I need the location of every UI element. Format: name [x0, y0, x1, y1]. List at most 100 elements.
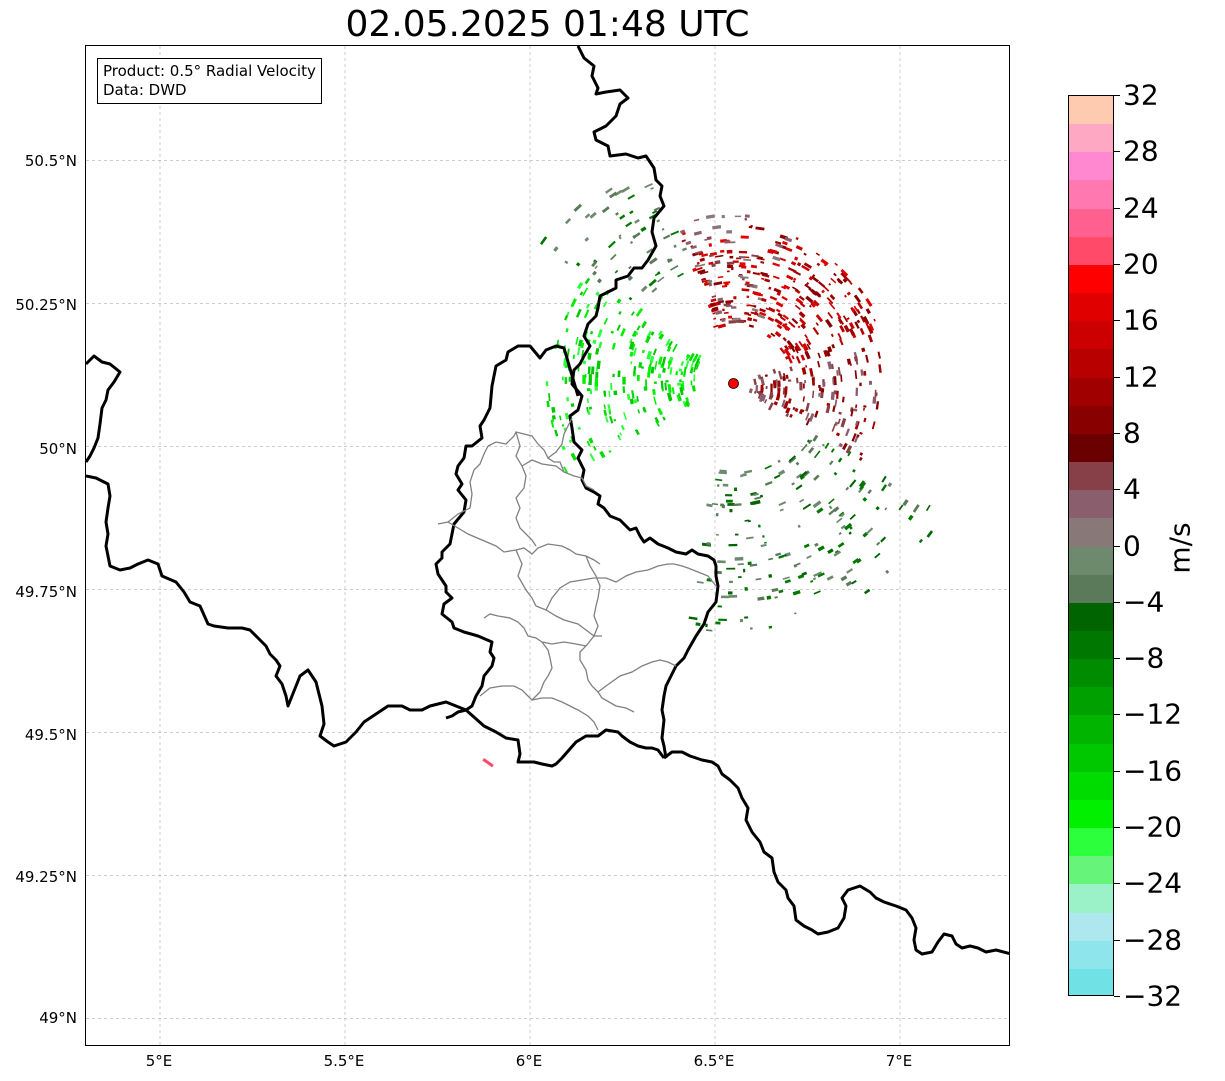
velocity-echo: [636, 396, 639, 402]
velocity-echo: [693, 230, 702, 236]
velocity-echo: [790, 261, 797, 266]
velocity-echo: [858, 480, 865, 488]
velocity-echo: [827, 311, 834, 319]
velocity-echo: [685, 357, 689, 361]
velocity-echo: [633, 366, 637, 374]
velocity-echo: [795, 245, 803, 251]
velocity-echo: [800, 354, 806, 361]
velocity-echo: [926, 530, 934, 538]
velocity-echo: [799, 470, 808, 479]
velocity-echo: [829, 294, 836, 301]
velocity-echo: [760, 271, 769, 277]
colorbar-segment: [1069, 433, 1113, 463]
velocity-echo: [800, 443, 808, 452]
radar-map[interactable]: [85, 45, 1010, 1046]
velocity-echo: [630, 361, 633, 365]
velocity-echo: [698, 263, 706, 267]
velocity-echo: [753, 304, 757, 308]
velocity-echo: [728, 319, 737, 324]
velocity-echo: [715, 513, 719, 517]
velocity-echo: [766, 333, 772, 339]
velocity-echo: [553, 246, 559, 252]
velocity-echo: [564, 260, 569, 265]
velocity-echo: [772, 275, 780, 280]
velocity-echo: [837, 542, 845, 548]
velocity-echo: [714, 260, 721, 265]
velocity-echo: [852, 557, 860, 565]
velocity-echo: [743, 469, 753, 474]
velocity-echo: [626, 393, 631, 400]
velocity-echo: [728, 543, 738, 547]
velocity-echo: [810, 580, 814, 583]
velocity-echo: [734, 556, 744, 561]
velocity-echo: [834, 550, 840, 554]
velocity-echo: [611, 342, 616, 350]
velocity-echo: [830, 277, 837, 284]
colorbar-tick-mark: [1114, 489, 1120, 491]
velocity-echo: [677, 382, 681, 386]
velocity-echo: [685, 400, 691, 406]
velocity-echo: [775, 243, 784, 249]
velocity-echo: [834, 262, 838, 266]
velocity-echo: [669, 367, 673, 375]
velocity-echo: [615, 212, 619, 216]
velocity-echo: [868, 323, 875, 332]
velocity-echo: [843, 324, 850, 333]
velocity-echo: [798, 311, 806, 319]
velocity-echo: [744, 616, 749, 619]
velocity-echo: [802, 343, 809, 351]
velocity-echo: [751, 308, 759, 313]
velocity-echo: [608, 410, 612, 415]
velocity-echo: [774, 318, 783, 326]
velocity-echo: [840, 268, 849, 277]
velocity-echo: [775, 379, 779, 387]
velocity-echo: [717, 323, 727, 329]
velocity-echo: [757, 524, 761, 528]
velocity-echo: [828, 505, 833, 510]
velocity-echo: [693, 218, 700, 222]
velocity-echo: [815, 322, 819, 326]
velocity-echo: [738, 256, 746, 259]
velocity-echo: [873, 318, 876, 322]
velocity-echo: [633, 232, 641, 239]
velocity-echo: [726, 567, 736, 570]
velocity-echo: [628, 296, 633, 301]
velocity-echo: [865, 527, 874, 535]
velocity-echo: [591, 260, 598, 268]
velocity-echo: [649, 355, 655, 364]
velocity-echo: [632, 234, 637, 240]
velocity-echo: [773, 474, 781, 479]
velocity-echo: [778, 554, 785, 559]
colorbar-tick-label: 28: [1123, 134, 1159, 168]
colorbar-unit-label: m/s: [1163, 522, 1197, 574]
velocity-echo: [596, 360, 601, 370]
velocity-echo: [733, 487, 738, 492]
velocity-echo: [858, 456, 863, 461]
velocity-echo: [688, 352, 695, 362]
velocity-echo: [789, 413, 793, 418]
colorbar-segment: [1069, 602, 1113, 632]
velocity-echo: [826, 575, 834, 581]
velocity-echo: [753, 390, 757, 394]
velocity-echo: [834, 399, 838, 407]
velocity-echo: [817, 281, 826, 288]
velocity-echo: [800, 323, 807, 330]
velocity-echo: [577, 426, 581, 431]
velocity-echo: [772, 368, 777, 374]
velocity-echo: [818, 392, 821, 397]
velocity-echo: [742, 473, 747, 477]
velocity-echo: [747, 561, 752, 566]
velocity-echo: [618, 234, 622, 238]
velocity-echo: [805, 338, 812, 346]
velocity-echo: [551, 406, 556, 413]
velocity-echo: [657, 407, 663, 416]
velocity-echo: [845, 580, 853, 587]
velocity-echo: [811, 274, 816, 278]
velocity-echo: [616, 324, 621, 332]
velocity-echo: [815, 314, 824, 323]
velocity-echo: [588, 437, 594, 444]
colorbar-tick-mark: [1114, 601, 1120, 603]
colorbar-tick-label: −8: [1123, 641, 1165, 675]
velocity-echo: [717, 297, 724, 302]
colorbar-tick-label: −28: [1123, 923, 1183, 957]
